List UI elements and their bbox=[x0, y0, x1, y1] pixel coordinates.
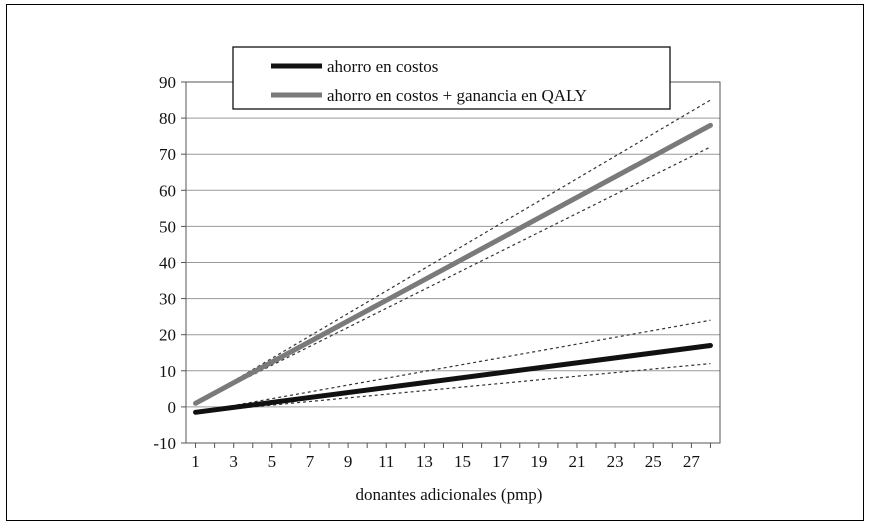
x-tick-label-8: 17 bbox=[492, 452, 510, 471]
x-axis-title: donantes adicionales (pmp) bbox=[356, 485, 543, 504]
x-tick-label-5: 11 bbox=[378, 452, 394, 471]
series-line-0 bbox=[193, 343, 713, 415]
x-tick-label-4: 9 bbox=[344, 452, 353, 471]
y-tick-label-8: 70 bbox=[159, 145, 176, 164]
legend-label-ahorro-qaly: ahorro en costos + ganancia en QALY bbox=[327, 86, 587, 105]
legend-box bbox=[232, 46, 671, 110]
y-tick-label-5: 40 bbox=[159, 254, 176, 273]
series-0-ci-upper bbox=[195, 319, 711, 413]
x-axis-ticks: 1 3 5 7 9 11 13 15 17 19 21 23 25 27 bbox=[191, 443, 711, 471]
x-tick-label-10: 21 bbox=[568, 452, 585, 471]
legend-label-ahorro-en-costos: ahorro en costos bbox=[327, 57, 438, 76]
x-tick-label-1: 3 bbox=[229, 452, 238, 471]
x-tick-label-7: 15 bbox=[454, 452, 471, 471]
x-tick-label-9: 19 bbox=[530, 452, 547, 471]
x-tick-label-0: 1 bbox=[191, 452, 200, 471]
y-tick-label-3: 20 bbox=[159, 326, 176, 345]
y-tick-label-9: 80 bbox=[159, 109, 176, 128]
x-tick-label-3: 7 bbox=[306, 452, 315, 471]
x-tick-label-11: 23 bbox=[607, 452, 624, 471]
x-tick-label-13: 27 bbox=[683, 452, 701, 471]
y-tick-label-4: 30 bbox=[159, 290, 176, 309]
series-0-ci-lower bbox=[195, 362, 711, 413]
series-lines bbox=[193, 122, 713, 415]
y-tick-label-10: 90 bbox=[159, 73, 176, 92]
legend: ahorro en costos ahorro en costos + gana… bbox=[232, 46, 671, 110]
y-tick-label-1: 0 bbox=[168, 398, 177, 417]
series-line-1 bbox=[193, 122, 713, 406]
series-1-ci-lower bbox=[195, 146, 711, 404]
x-tick-label-6: 13 bbox=[416, 452, 433, 471]
y-tick-label-6: 50 bbox=[159, 217, 176, 236]
y-tick-label-2: 10 bbox=[159, 362, 176, 381]
x-tick-label-12: 25 bbox=[645, 452, 662, 471]
confidence-bands bbox=[195, 99, 711, 413]
x-tick-label-2: 5 bbox=[268, 452, 277, 471]
y-axis-ticks: -10 0 10 20 30 40 50 60 70 80 90 bbox=[153, 73, 186, 453]
y-tick-label-0: -10 bbox=[153, 434, 176, 453]
y-tick-label-7: 60 bbox=[159, 181, 176, 200]
